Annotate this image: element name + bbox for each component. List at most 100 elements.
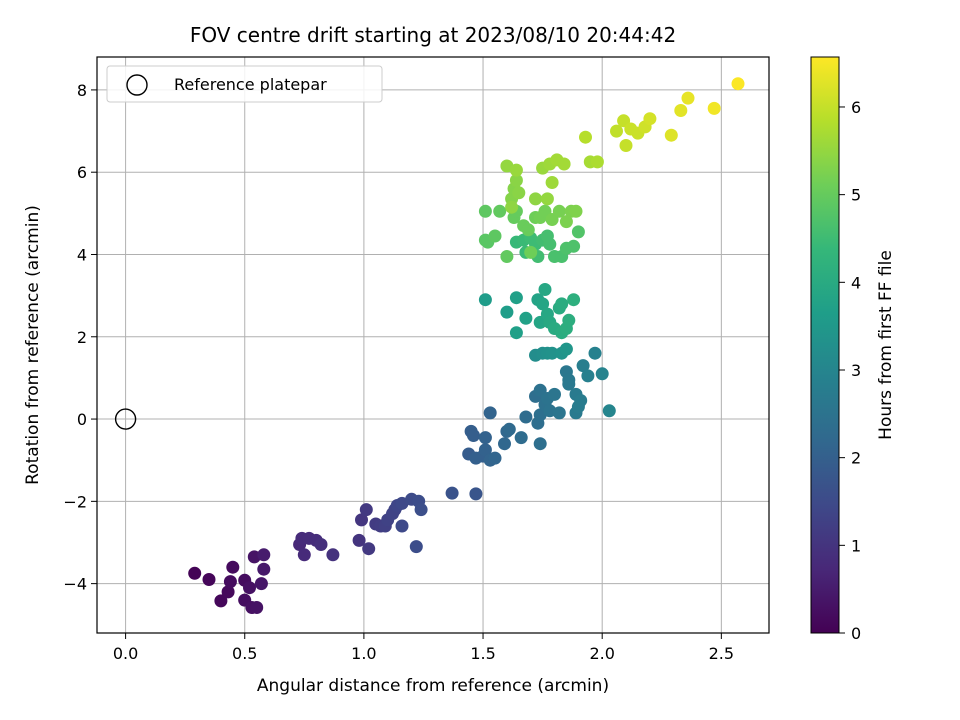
data-point xyxy=(545,176,559,189)
data-point xyxy=(254,577,268,591)
data-point xyxy=(643,112,657,126)
data-point xyxy=(488,451,502,465)
data-point xyxy=(548,387,561,401)
data-point xyxy=(574,394,588,407)
reference-marker-layer xyxy=(114,408,137,430)
data-point xyxy=(478,443,492,457)
grid-lines xyxy=(97,57,769,633)
data-point xyxy=(243,581,256,595)
x-tick-label: 0.0 xyxy=(113,644,138,663)
y-tick-label: 6 xyxy=(77,163,87,182)
colorbar-tick-label: 6 xyxy=(851,98,861,117)
data-point xyxy=(469,487,483,501)
colorbar-label: Hours from first FF file xyxy=(876,250,896,440)
legend-box xyxy=(106,65,383,103)
data-point xyxy=(576,359,590,373)
data-point xyxy=(519,311,533,325)
data-point xyxy=(509,291,523,305)
y-tick-label: 4 xyxy=(77,245,87,264)
data-point xyxy=(595,367,609,381)
data-point xyxy=(314,538,328,551)
data-point xyxy=(567,293,581,307)
data-point xyxy=(445,486,459,500)
data-point xyxy=(664,128,678,142)
scatter-points xyxy=(188,77,745,614)
data-point xyxy=(514,431,528,445)
data-point xyxy=(488,229,502,243)
data-point xyxy=(519,410,533,424)
y-tick-label: 2 xyxy=(77,328,87,347)
data-point xyxy=(559,215,573,229)
y-axis-label: Rotation from reference (arcmin) xyxy=(23,205,43,485)
data-point xyxy=(498,437,511,451)
data-point xyxy=(467,429,480,442)
data-point xyxy=(221,585,235,599)
data-point xyxy=(483,406,497,420)
data-point xyxy=(569,204,583,218)
data-point xyxy=(362,542,376,556)
data-point xyxy=(509,173,523,187)
reference-platepar-marker xyxy=(114,408,137,430)
data-point xyxy=(524,245,538,259)
y-tick-label: 8 xyxy=(77,81,87,100)
data-point xyxy=(552,204,566,218)
data-point xyxy=(500,250,514,263)
colorbar-ticks: 0 1 2 3 4 5 6 xyxy=(839,98,861,643)
data-point xyxy=(250,601,264,614)
x-tick-label: 1.5 xyxy=(470,644,495,663)
data-point xyxy=(571,225,585,239)
data-point xyxy=(538,283,552,296)
data-point xyxy=(521,223,535,237)
colorbar-tick-label: 5 xyxy=(851,186,861,205)
colorbar-tick-label: 1 xyxy=(851,536,861,555)
data-point xyxy=(257,562,271,576)
data-point xyxy=(567,239,581,253)
y-tick-label: −4 xyxy=(63,575,87,594)
data-point xyxy=(202,573,216,586)
x-tick-label: 2.0 xyxy=(589,644,614,663)
data-point xyxy=(557,157,571,171)
data-point xyxy=(478,431,492,445)
x-tick-label: 2.5 xyxy=(709,644,734,663)
data-point xyxy=(502,422,516,436)
data-point xyxy=(223,575,237,589)
data-point xyxy=(579,130,592,144)
y-tick-label: −2 xyxy=(63,492,87,511)
data-point xyxy=(602,404,616,418)
colorbar-tick-label: 3 xyxy=(851,361,861,380)
data-point xyxy=(512,186,526,200)
data-point xyxy=(555,297,569,311)
legend-marker-open-circle-icon xyxy=(126,74,148,96)
chart-title: FOV centre drift starting at 2023/08/10 … xyxy=(190,23,676,47)
data-point xyxy=(257,548,271,562)
colorbar-tick-label: 0 xyxy=(851,624,861,643)
legend-label: Reference platepar xyxy=(174,75,327,94)
data-point xyxy=(359,503,373,517)
x-tick-label: 1.0 xyxy=(351,644,376,663)
data-point xyxy=(297,548,311,562)
data-point xyxy=(559,342,573,356)
data-point xyxy=(414,503,428,517)
data-point xyxy=(505,200,519,214)
data-point xyxy=(352,533,366,547)
data-point xyxy=(500,305,514,319)
data-point xyxy=(478,204,492,218)
y-axis-ticks: −4 −2 0 2 4 6 8 xyxy=(63,81,97,594)
data-point xyxy=(552,406,566,420)
y-tick-label: 0 xyxy=(77,410,87,429)
data-point xyxy=(509,326,523,340)
data-point xyxy=(707,101,721,115)
data-point xyxy=(226,560,240,574)
colorbar-tick-label: 4 xyxy=(851,273,861,292)
data-point xyxy=(590,155,604,169)
data-point xyxy=(681,91,695,105)
data-point xyxy=(326,548,340,562)
data-point xyxy=(533,437,547,451)
data-point xyxy=(529,192,542,206)
data-point xyxy=(545,346,559,360)
data-point xyxy=(395,519,409,533)
data-point xyxy=(562,373,576,387)
data-point xyxy=(731,77,745,91)
data-point xyxy=(581,369,595,383)
